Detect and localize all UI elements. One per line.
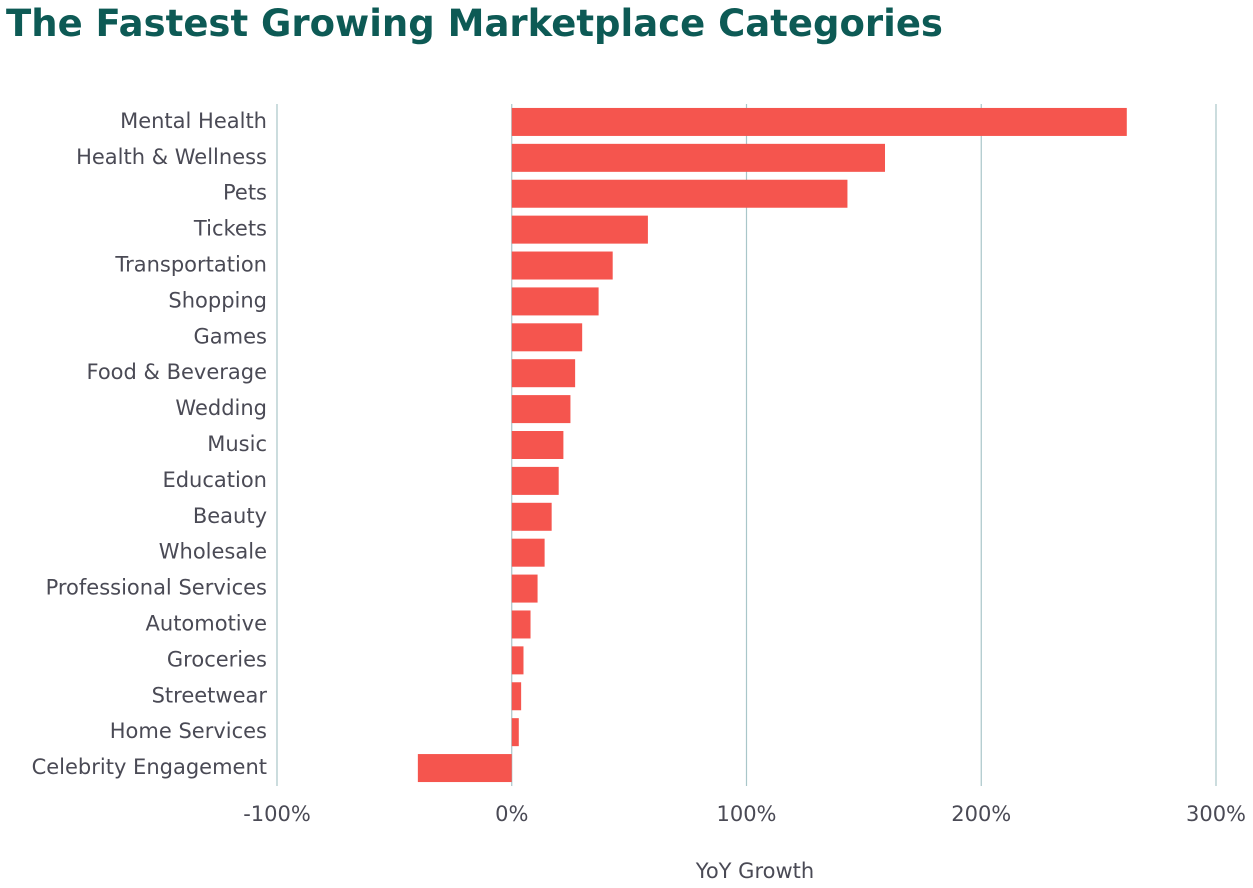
y-tick-label: Home Services xyxy=(110,719,267,743)
x-tick-label: 300% xyxy=(1186,802,1246,826)
x-axis-label: YoY Growth xyxy=(695,859,814,883)
x-tick-label: 0% xyxy=(495,802,528,826)
y-tick-label: Celebrity Engagement xyxy=(32,755,267,779)
bar xyxy=(511,682,522,711)
bar xyxy=(511,323,583,352)
bar xyxy=(511,538,545,567)
chart-title: The Fastest Growing Marketplace Categori… xyxy=(6,2,943,45)
x-tick-label: 100% xyxy=(716,802,776,826)
y-tick-label: Beauty xyxy=(193,504,267,528)
y-tick-label: Streetwear xyxy=(152,683,268,707)
bar xyxy=(511,646,524,675)
bar xyxy=(511,143,886,172)
bar xyxy=(511,466,559,495)
x-tick-label: -100% xyxy=(243,802,311,826)
x-tick-label: 200% xyxy=(951,802,1011,826)
y-tick-label: Shopping xyxy=(168,288,267,312)
bar xyxy=(511,107,1127,136)
y-tick-label: Transportation xyxy=(114,253,267,277)
bar xyxy=(511,502,552,531)
y-tick-label: Automotive xyxy=(146,611,267,635)
bar xyxy=(511,179,848,208)
bar xyxy=(511,251,613,280)
bar xyxy=(417,754,512,783)
bar xyxy=(511,287,599,316)
y-tick-label: Tickets xyxy=(193,217,267,241)
bar xyxy=(511,610,531,639)
y-tick-label: Food & Beverage xyxy=(86,360,267,384)
y-tick-label: Wedding xyxy=(175,396,267,420)
y-tick-label: Health & Wellness xyxy=(76,145,267,169)
y-tick-label: Mental Health xyxy=(120,109,267,133)
y-tick-label: Wholesale xyxy=(159,540,267,564)
y-tick-label: Groceries xyxy=(167,647,267,671)
y-tick-label: Pets xyxy=(223,181,267,205)
y-tick-label: Games xyxy=(194,324,267,348)
y-tick-label: Music xyxy=(207,432,267,456)
bar xyxy=(511,359,576,388)
bar xyxy=(511,395,571,424)
bar xyxy=(511,718,519,747)
bar xyxy=(511,431,564,459)
bar xyxy=(511,215,648,244)
y-tick-label: Professional Services xyxy=(46,576,267,600)
bar xyxy=(511,574,538,603)
y-tick-label: Education xyxy=(162,468,267,492)
